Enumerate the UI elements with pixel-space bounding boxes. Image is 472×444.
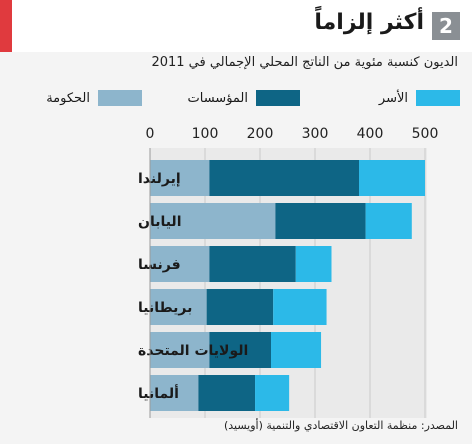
bar-segment <box>209 160 359 196</box>
legend-swatch-government <box>98 90 142 106</box>
bar-segment <box>150 289 207 325</box>
category-label: بريطانيا <box>138 300 192 316</box>
source-note: المصدر: منظمة التعاون الاقتصادي والتنمية… <box>223 419 458 432</box>
bar-segment <box>365 203 412 239</box>
x-tick-label: 300 <box>302 126 329 142</box>
legend-swatch-corporations <box>256 90 300 106</box>
legend-item-government: الحكومة <box>46 90 142 106</box>
accent-bar <box>0 0 12 52</box>
category-label: إيرلندا <box>138 171 181 187</box>
figure-number-badge: 2 <box>432 12 460 40</box>
chart-title: أكثر إلزاماً <box>314 10 424 35</box>
legend-label-government: الحكومة <box>46 90 90 106</box>
bar-segment <box>150 332 210 368</box>
legend-swatch-households <box>416 90 460 106</box>
bar-segment <box>295 246 332 282</box>
bar-segment <box>198 375 256 411</box>
category-label: اليابان <box>138 214 182 230</box>
bar-segment <box>273 289 327 325</box>
header: 2 أكثر إلزاماً <box>12 0 472 52</box>
bar-segment <box>150 375 199 411</box>
bar-segment <box>275 203 366 239</box>
category-label: ألمانيا <box>138 384 179 402</box>
x-tick-label: 0 <box>146 126 155 142</box>
bar-segment <box>209 332 271 368</box>
bar-segment <box>150 160 210 196</box>
x-tick-label: 200 <box>247 126 274 142</box>
legend: الأسر المؤسسات الحكومة <box>0 90 472 116</box>
legend-label-corporations: المؤسسات <box>187 90 249 106</box>
category-label: فرنسا <box>138 257 181 273</box>
x-tick-label: 500 <box>412 126 439 142</box>
bar-segment <box>271 332 322 368</box>
bar-segment <box>209 246 296 282</box>
bar-segment <box>150 246 210 282</box>
legend-item-households: الأسر <box>379 90 460 106</box>
x-tick-label: 100 <box>192 126 219 142</box>
bar-segment <box>255 375 290 411</box>
bar-segment <box>206 289 274 325</box>
chart-subtitle: الديون كنسبة مئوية من الناتج المحلي الإج… <box>151 55 458 70</box>
x-tick-label: 400 <box>357 126 384 142</box>
legend-label-households: الأسر <box>378 90 408 106</box>
category-label: الولايات المتحدة <box>138 343 248 359</box>
bar-chart: 0 100 200 300 400 500 إيرلندا اليابان فرنسا بريطا… <box>138 126 439 418</box>
bar-segment <box>150 203 276 239</box>
legend-item-corporations: المؤسسات <box>187 90 300 106</box>
bar-segment <box>359 160 425 196</box>
